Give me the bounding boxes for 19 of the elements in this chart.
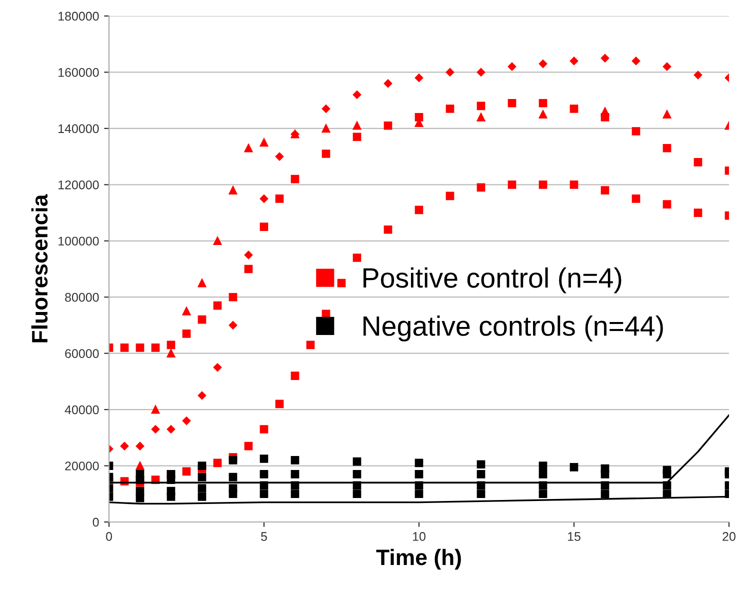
x-tick-label: 10	[413, 532, 426, 541]
legend-label: Negative controls (n=44)	[364, 316, 663, 342]
x-tick-label: 0	[106, 532, 112, 541]
y-tick-label: 20000	[65, 462, 99, 470]
legend-label: Positive control (n=4)	[364, 267, 622, 294]
y-tick-label: 180000	[58, 12, 99, 21]
x-tick-label: 20	[722, 532, 736, 541]
x-tick-label: 15	[568, 532, 580, 541]
y-tick-label: 60000	[65, 349, 99, 358]
y-tick-label: 0	[92, 518, 99, 527]
y-tick-label: 80000	[65, 292, 99, 302]
x-axis-title: Time (h)	[376, 548, 461, 570]
y-axis-title: Fluorescencia	[31, 194, 48, 342]
y-tick-label: 160000	[58, 68, 99, 77]
y-tick-label: 140000	[58, 124, 99, 134]
x-tick-label: 5	[261, 532, 267, 541]
y-tick-label: 120000	[58, 180, 99, 190]
y-tick-label: 100000	[58, 236, 99, 246]
y-tick-label: 40000	[64, 405, 99, 414]
